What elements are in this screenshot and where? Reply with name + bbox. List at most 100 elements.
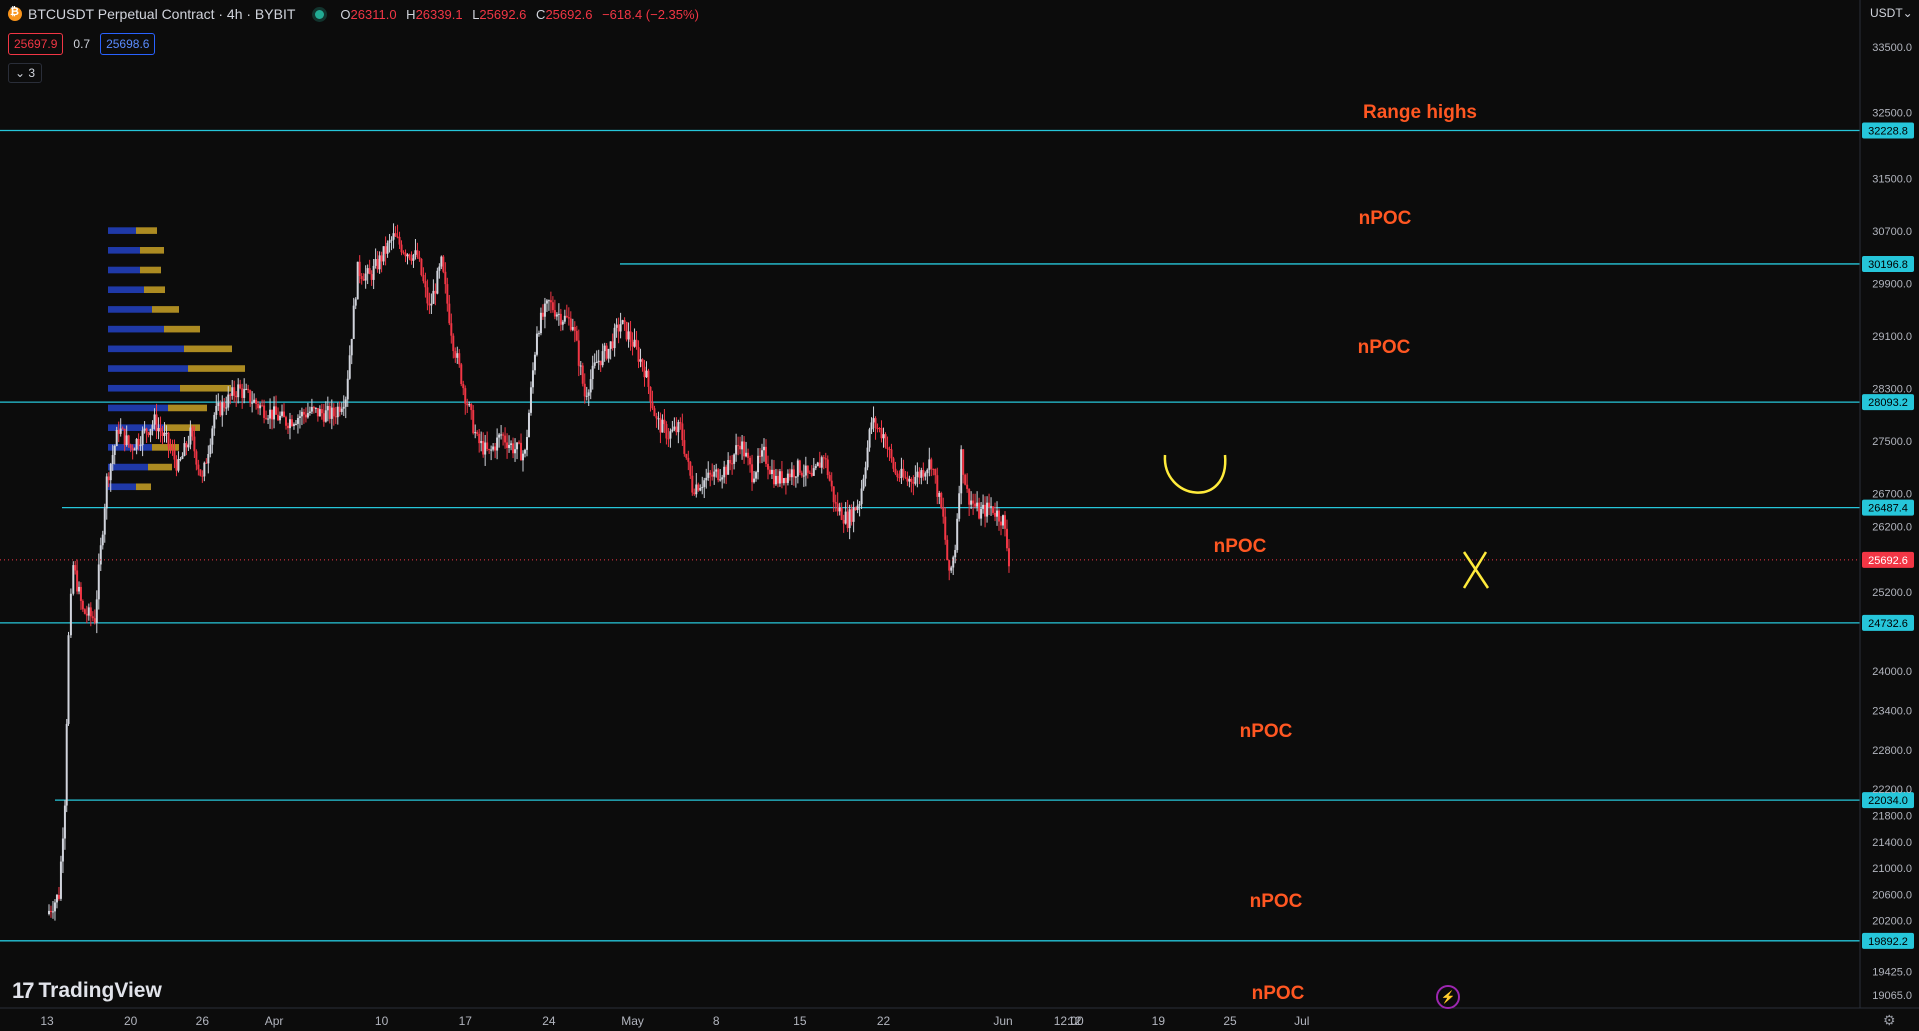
price-level-tag [1862,932,1914,949]
indicators-toggle[interactable]: ⌄ 3 [8,63,43,83]
candle-body [129,444,132,448]
candle-body [593,362,596,366]
price-level-tag-label: 26487.4 [1868,503,1908,515]
symbol-title[interactable]: BTCUSDT Perpetual Contract · 4h · BYBIT [28,6,296,22]
candle-body [125,435,128,445]
candle-body [229,394,232,396]
x-tick-label: 20 [124,1014,138,1028]
x-tick-label: 12 [1068,1014,1082,1028]
volume-profile-up-bar [108,227,136,234]
candle-body [486,442,489,450]
candle-body [649,386,652,402]
candle-body [531,370,534,388]
candle-body [755,472,758,479]
candle-body [751,464,754,483]
candle-body [661,419,664,433]
candle-body [412,254,415,261]
candle-body [99,545,102,565]
level-annotation: nPOC [1214,536,1267,557]
candle-body [820,457,823,468]
candle-body [298,416,301,418]
candle-body [279,415,282,421]
candle-body [878,428,881,430]
candle-body [334,416,337,418]
candle-body [856,505,859,511]
lightning-icon[interactable]: ⚡ [1436,985,1460,1009]
candle-body [761,450,764,457]
currency-label: USDT [1870,6,1903,20]
candle-body [225,407,228,409]
candle-body [406,254,409,257]
volume-profile-up-bar [108,286,144,294]
candle-body [980,508,983,519]
y-tick-label: 26700.0 [1872,489,1912,501]
candle-body [468,404,471,406]
candle-body [197,464,200,470]
volume-profile-down-bar [152,444,179,451]
candle-body [717,469,720,481]
candle-body [577,340,580,366]
candle-body [199,469,202,476]
candle-body [426,287,429,304]
candle-body [288,419,291,429]
candle-body [418,257,421,259]
candle-body [378,255,381,270]
candle-body [113,446,116,455]
y-tick-label: 29900.0 [1872,278,1912,290]
candle-body [450,323,453,336]
candle-body [533,354,536,371]
candle-body [537,333,540,335]
candle-body [978,502,981,519]
candle-body [573,326,576,331]
candle-body [854,507,857,511]
candle-body [739,445,742,450]
candle-body [504,435,507,443]
ohlc-close: 25692.6 [545,6,593,22]
gear-icon[interactable]: ⚙ [1883,1012,1896,1028]
spread-value: 0.7 [73,37,91,51]
candle-body [583,383,586,397]
candle-body [665,424,668,439]
candle-body [155,414,158,432]
candle-body [215,406,218,415]
candle-body [659,418,662,433]
sell-price-button[interactable]: 25697.9 [8,33,64,55]
candle-body [719,479,722,481]
candle-body [986,502,989,517]
candle-body [585,395,588,397]
candle-body [456,353,459,358]
candle-body [506,442,509,448]
currency-selector[interactable]: USDT⌄ [1870,6,1913,20]
candle-body [72,565,75,594]
candle-body [844,511,847,524]
candle-body [241,388,244,398]
candle-body [189,427,192,445]
candle-body [410,258,413,261]
candle-body [87,607,90,616]
x-tick-label: 15 [793,1014,807,1028]
candle-body [910,478,913,483]
candle-body [916,471,919,477]
candle-body [605,345,608,359]
volume-profile-up-bar [108,384,180,392]
candle-body [239,384,242,389]
candle-body [565,315,568,318]
candle-body [990,506,993,508]
candle-body [711,474,714,477]
x-tick-label: 13 [40,1014,54,1028]
candle-body [866,447,869,468]
candle-body [177,458,180,471]
candle-body [470,404,473,411]
x-tick-label: 19 [1152,1014,1166,1028]
candle-body [191,427,194,437]
candle-body [870,422,873,430]
candle-body [934,469,937,476]
candle-body [261,405,264,407]
buy-price-button[interactable]: 25698.6 [100,33,156,55]
candle-body [91,616,94,619]
candle-body [940,492,943,508]
candle-body [727,459,730,475]
candle-body [555,314,558,317]
candle-body [629,331,632,342]
